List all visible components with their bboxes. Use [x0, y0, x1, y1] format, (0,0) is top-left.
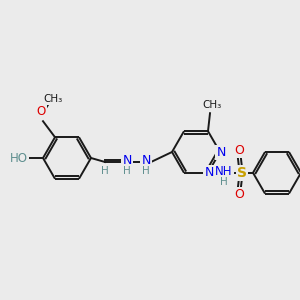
Text: NH: NH: [215, 165, 233, 178]
Text: CH₃: CH₃: [44, 94, 63, 104]
Text: H: H: [123, 166, 131, 176]
Text: O: O: [36, 105, 46, 118]
Text: H: H: [101, 166, 109, 176]
Text: HO: HO: [10, 152, 28, 164]
Text: N: N: [216, 146, 226, 158]
Text: N: N: [141, 154, 151, 167]
Text: H: H: [220, 177, 228, 187]
Text: S: S: [237, 166, 247, 180]
Text: N: N: [204, 166, 214, 179]
Text: H: H: [142, 166, 150, 176]
Text: CH₃: CH₃: [202, 100, 222, 110]
Text: N: N: [122, 154, 132, 167]
Text: O: O: [234, 144, 244, 157]
Text: O: O: [234, 188, 244, 201]
